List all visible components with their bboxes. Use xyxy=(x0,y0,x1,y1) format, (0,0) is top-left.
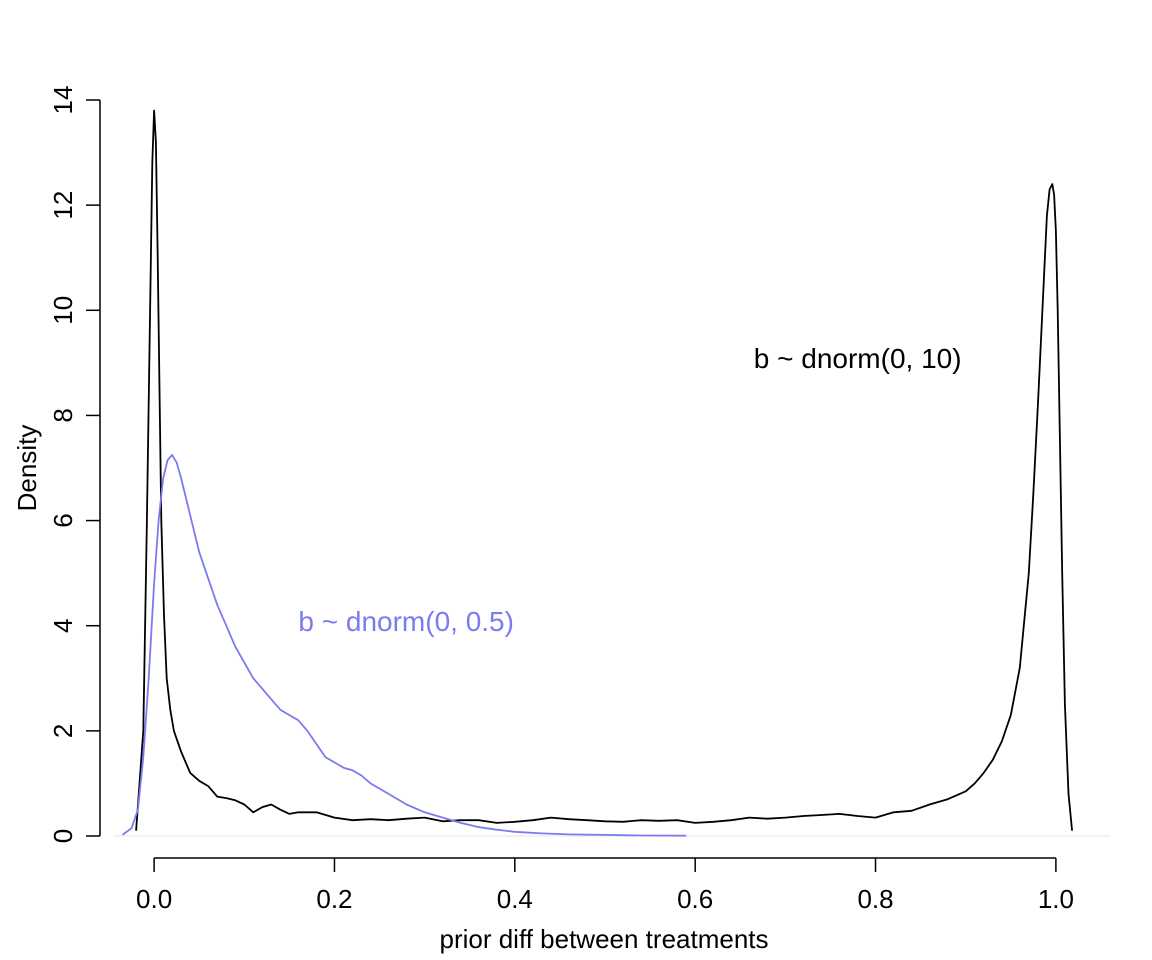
y-tick-label: 6 xyxy=(48,513,78,527)
x-tick-label: 0.2 xyxy=(316,884,352,914)
x-tick-label: 0.8 xyxy=(857,884,893,914)
y-tick-label: 10 xyxy=(48,296,78,325)
x-tick-label: 0.0 xyxy=(136,884,172,914)
y-tick-label: 12 xyxy=(48,191,78,220)
y-tick-label: 0 xyxy=(48,829,78,843)
y-tick-label: 8 xyxy=(48,408,78,422)
x-axis: 0.0 0.2 0.4 0.6 0.8 1.0 xyxy=(136,857,1074,914)
x-tick-label: 0.6 xyxy=(677,884,713,914)
y-tick-label: 14 xyxy=(48,86,78,115)
x-tick-label: 1.0 xyxy=(1038,884,1074,914)
y-axis: 0 2 4 6 8 10 12 14 xyxy=(48,86,101,843)
density-line-wide-prior xyxy=(135,109,1073,831)
plot-area: b ~ dnorm(0, 10) b ~ dnorm(0, 0.5) xyxy=(113,109,1110,837)
density-line-narrow-prior xyxy=(121,453,687,837)
x-tick-label: 0.4 xyxy=(497,884,533,914)
y-axis-title: Density xyxy=(12,425,42,512)
y-tick-label: 4 xyxy=(48,618,78,632)
y-tick-label: 2 xyxy=(48,724,78,738)
annotation-narrow-prior: b ~ dnorm(0, 0.5) xyxy=(298,606,514,637)
x-axis-title: prior diff between treatments xyxy=(439,924,768,954)
annotation-wide-prior: b ~ dnorm(0, 10) xyxy=(754,343,962,374)
